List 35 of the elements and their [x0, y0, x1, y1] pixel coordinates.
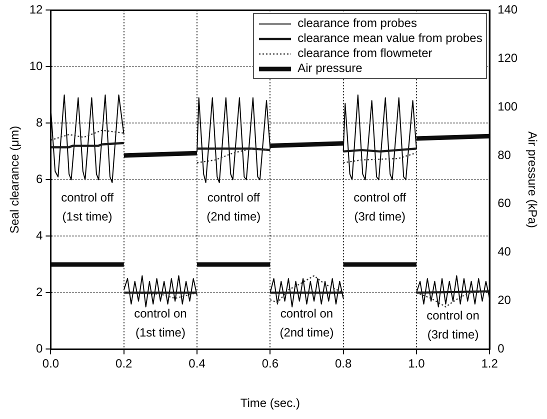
annotation: control on (1st time): [134, 306, 187, 340]
legend-label: Air pressure: [298, 61, 362, 76]
legend-label: clearance from probes: [298, 16, 417, 32]
x-tick-label: 0.2: [116, 356, 133, 371]
annotation: control on (2nd time): [280, 306, 334, 340]
annotation: control on (3rd time): [426, 308, 480, 342]
y2-tick-label: 0: [498, 342, 505, 356]
y-tick-label: 8: [36, 116, 44, 130]
x-tick-label: 0.6: [262, 356, 279, 371]
annotation: control off (3rd time): [354, 190, 407, 224]
y2-tick-label: 80: [498, 148, 512, 162]
annotation: control off (2nd time): [206, 190, 261, 224]
legend-label: clearance from flowmeter: [298, 46, 432, 62]
x-tick-label: 0.0: [42, 356, 60, 371]
legend-label: clearance mean value from probes: [298, 31, 482, 46]
x-axis-title: Time (sec.): [240, 396, 300, 410]
x-tick-label: 1.0: [408, 356, 426, 371]
y-tick-label: 12: [29, 2, 44, 17]
y-tick-label: 2: [36, 285, 44, 300]
y-tick-label: 10: [29, 59, 44, 74]
y2-tick-label: 60: [498, 196, 512, 210]
y-tick-label: 4: [36, 228, 44, 243]
y-tick-label: 6: [36, 172, 44, 186]
y2-tick-label: 120: [498, 50, 518, 65]
annotation: control off (1st time): [61, 190, 114, 224]
y2-axis-title: Air pressure (kPa): [525, 131, 540, 228]
x-tick-label: 1.2: [481, 356, 498, 371]
y2-tick-label: 40: [498, 244, 512, 259]
x-tick-label: 0.8: [334, 356, 352, 371]
y-tick-label: 0: [36, 342, 44, 356]
y2-tick-label: 20: [498, 293, 512, 308]
y2-tick-label: 140: [498, 2, 518, 17]
x-tick-label: 0.4: [188, 356, 206, 371]
y2-tick-label: 100: [498, 99, 518, 114]
y-axis-title: Seal clearance (μm): [8, 126, 22, 234]
